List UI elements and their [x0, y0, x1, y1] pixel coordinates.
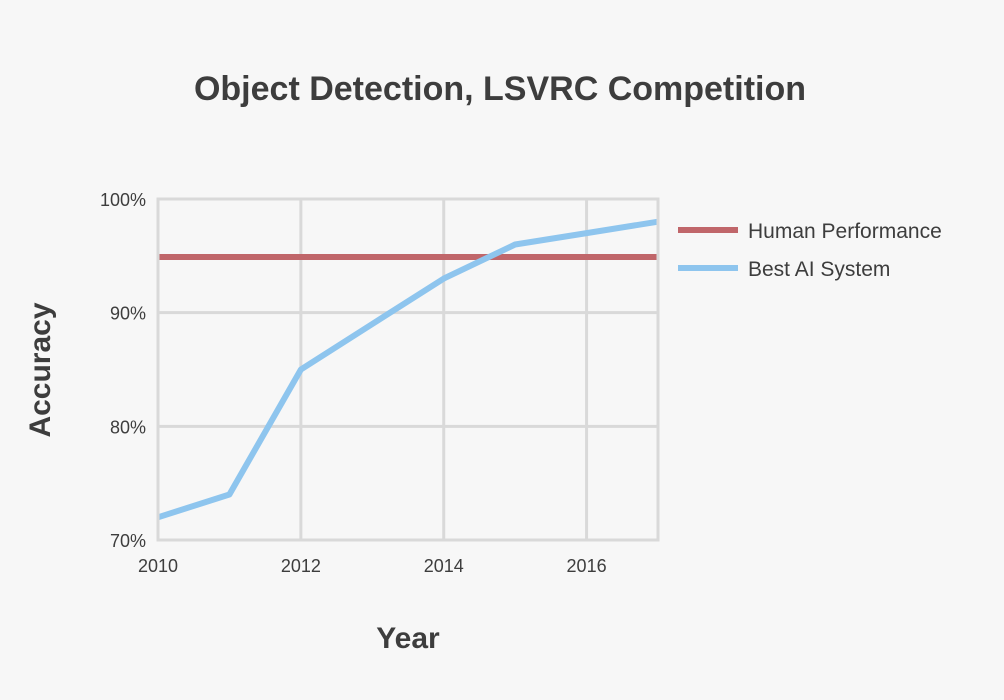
series-lines [157, 218, 659, 521]
legend-label: Human Performance [748, 220, 942, 243]
x-tick-label: 2012 [281, 556, 321, 576]
legend: Human Performance Best AI System [678, 220, 942, 281]
x-tick-labels: 2010 2012 2014 2016 [138, 556, 607, 576]
y-tick-label: 80% [110, 417, 146, 437]
plot-border [156, 197, 660, 542]
x-tick-label: 2010 [138, 556, 178, 576]
x-tick-label: 2016 [567, 556, 607, 576]
chart-title: Object Detection, LSVRC Competition [194, 70, 806, 108]
y-tick-label: 90% [110, 304, 146, 324]
x-tick-label: 2014 [424, 556, 464, 576]
x-axis-title: Year [376, 622, 440, 655]
y-axis-title: Accuracy [24, 302, 57, 437]
y-tick-label: 70% [110, 531, 146, 551]
legend-label: Best AI System [748, 258, 890, 281]
y-tick-label: 100% [100, 190, 146, 210]
y-tick-labels: 70% 80% 90% 100% [100, 190, 146, 551]
series-line-best-ai-system [157, 218, 659, 521]
